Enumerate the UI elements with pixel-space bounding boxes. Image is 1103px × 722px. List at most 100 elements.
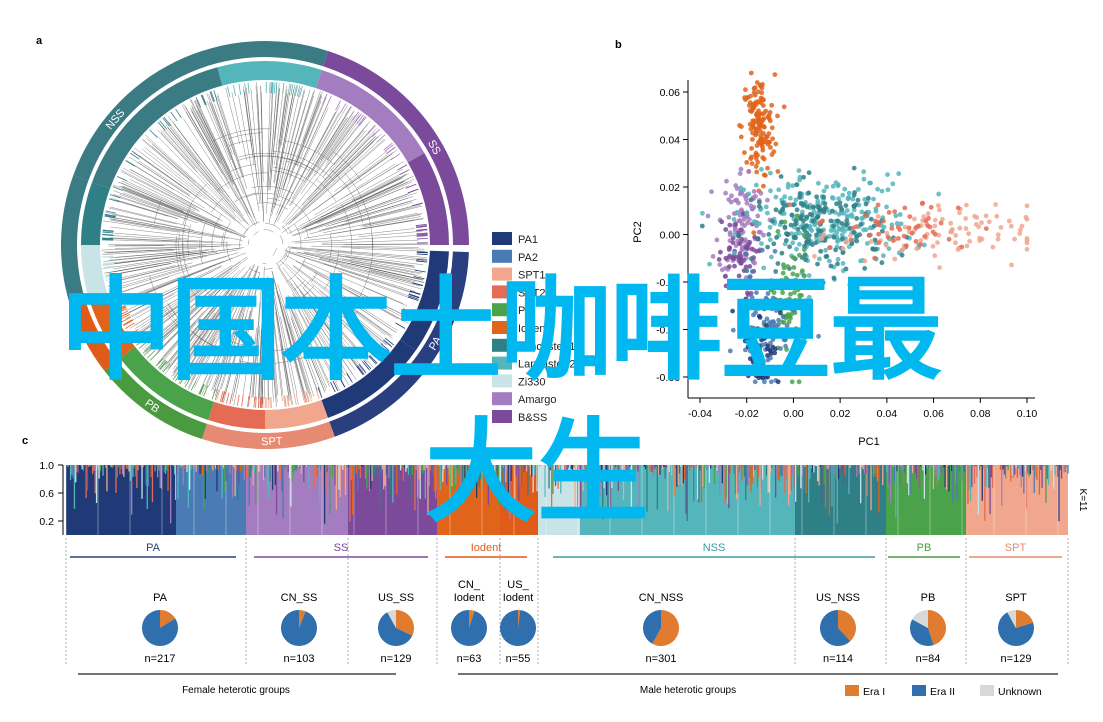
structure-bar	[243, 465, 245, 481]
structure-bar	[1053, 465, 1055, 489]
pca-point	[754, 278, 760, 284]
pca-point	[743, 334, 748, 339]
pca-point	[895, 224, 901, 230]
tree-tip	[221, 391, 225, 403]
structure-bar	[125, 465, 128, 469]
structure-bar	[954, 465, 957, 484]
structure-bar	[333, 465, 335, 466]
pca-point	[920, 200, 926, 206]
pca-point	[756, 343, 761, 349]
tree-tip	[415, 225, 427, 228]
pca-point	[836, 226, 842, 231]
tree-tip	[358, 116, 366, 126]
structure-bar	[72, 465, 74, 479]
pca-point	[750, 137, 755, 142]
tree-tip	[288, 84, 292, 96]
pca-point	[776, 282, 781, 288]
pca-point	[854, 234, 860, 240]
structure-bar	[582, 465, 584, 492]
pie-pb: PBn=84	[910, 592, 947, 665]
structure-bar	[465, 465, 467, 482]
structure-bar	[141, 465, 143, 499]
pca-point	[831, 234, 837, 240]
tree-tip	[102, 252, 114, 255]
pca-point	[793, 235, 798, 241]
pca-point	[731, 217, 737, 222]
structure-bar	[840, 465, 842, 475]
legend-label-pa2: PA2	[518, 252, 538, 264]
pca-point	[781, 280, 787, 286]
pca-point	[953, 233, 959, 238]
pca-point	[734, 210, 740, 215]
tree-tip	[107, 282, 119, 287]
tree-tip	[407, 188, 419, 194]
structure-bar	[808, 465, 810, 503]
legend-swatch-zi330	[492, 374, 512, 388]
tree-tip	[236, 394, 240, 406]
pca-point	[748, 280, 754, 286]
structure-bars	[65, 465, 1069, 535]
pca-y-tick-label: 0.04	[660, 135, 681, 147]
tree-tip	[294, 85, 298, 97]
tree-tip	[121, 316, 132, 323]
pca-point	[761, 172, 767, 178]
inner-ring-segment	[407, 153, 449, 245]
structure-bar	[711, 465, 713, 467]
structure-bar	[984, 465, 986, 521]
structure-bar	[691, 465, 694, 468]
pie-slice	[396, 610, 415, 636]
structure-bar	[1019, 465, 1021, 476]
pca-point	[760, 82, 765, 87]
male-groups-label: Male heterotic groups	[640, 685, 736, 696]
structure-bar	[248, 465, 250, 506]
pie-slice	[280, 610, 317, 647]
structure-bar	[118, 465, 120, 468]
structure-bar	[121, 465, 124, 475]
pca-point	[772, 300, 778, 305]
pca-point	[1024, 203, 1030, 209]
structure-bar	[616, 465, 618, 500]
pca-point	[744, 318, 749, 323]
tree-tip	[247, 82, 250, 94]
pca-point	[723, 283, 729, 289]
structure-bar	[750, 465, 752, 493]
structure-bar	[834, 465, 836, 476]
tree-tip	[386, 146, 396, 154]
structure-bar	[329, 465, 331, 514]
tree-tip	[409, 290, 421, 295]
structure-bar	[1020, 465, 1022, 488]
structure-bar	[671, 465, 673, 476]
structure-plot: 1.00.60.2 K=11 PA SS Iodent NSS PB SPT PAn=21…	[39, 460, 1088, 698]
tree-tip	[408, 294, 420, 299]
structure-bar	[518, 465, 520, 501]
structure-bar	[155, 465, 157, 466]
structure-bar	[411, 465, 413, 475]
pca-point	[819, 236, 825, 242]
pca-point	[843, 239, 849, 245]
pca-point	[806, 273, 812, 278]
structure-y-axis: 1.00.60.2	[39, 460, 64, 535]
structure-bar	[447, 465, 449, 469]
structure-bar	[781, 465, 783, 477]
pca-point	[741, 283, 747, 288]
structure-bar	[615, 465, 617, 468]
structure-bar	[863, 465, 866, 474]
structure-bar	[922, 465, 924, 471]
pca-point	[757, 199, 762, 205]
structure-bar	[598, 465, 600, 479]
structure-bar	[507, 465, 510, 498]
tree-tip	[369, 354, 378, 364]
structure-bar	[150, 465, 152, 478]
structure-bar	[179, 465, 182, 469]
pca-point	[854, 216, 860, 221]
pca-point	[753, 126, 759, 132]
pca-point	[754, 290, 759, 295]
pca-point	[795, 226, 801, 232]
structure-bar	[869, 465, 871, 466]
structure-bar	[557, 465, 559, 489]
tree-tip	[241, 395, 244, 407]
tree-tip	[107, 285, 119, 290]
structure-bar	[796, 465, 798, 466]
pca-point	[801, 174, 806, 180]
